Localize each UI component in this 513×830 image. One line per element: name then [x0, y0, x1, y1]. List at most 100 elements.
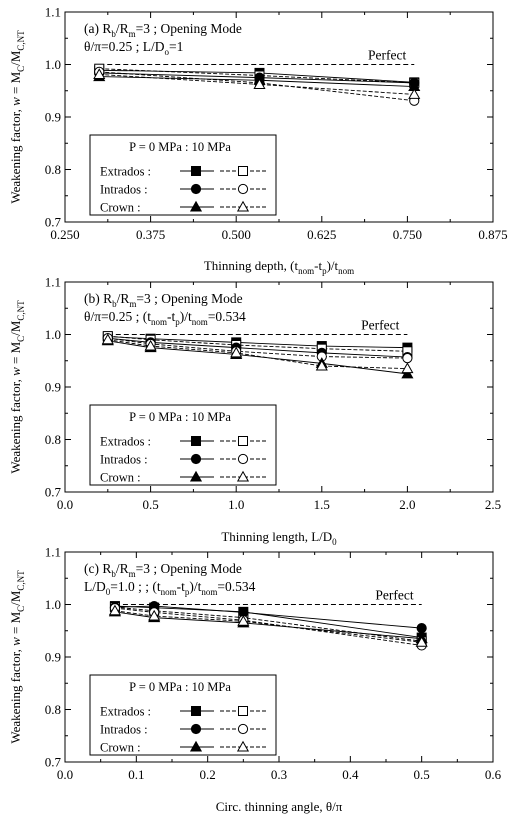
x-tick-label: 0.0 [57, 767, 73, 782]
data-point [402, 353, 413, 364]
panel-title-line: θ/π=0.25 ; L/Do=1 [84, 39, 183, 57]
legend-marker-filled [189, 200, 203, 212]
data-point [315, 359, 328, 371]
panel-title-line-part: m [129, 299, 136, 309]
panel-title-line-part: nom [151, 317, 167, 327]
y-axis-label-part: = M [8, 611, 23, 637]
legend-header: P = 0 MPa : 10 MPa [129, 410, 231, 424]
chart-panel-b: 0.7 0.8 0.9 1.0 1.1 0.0 0.5 1.0 1.5 2.0 2.5 Thinnin… [8, 275, 501, 548]
legend-marker-filled [191, 706, 201, 716]
series-crown-p10 [108, 604, 428, 647]
x-axis-label-part: Thinning depth, (t [204, 258, 299, 273]
data-point [148, 609, 161, 621]
y-axis-label-part: /M [8, 590, 23, 606]
x-axis-label-part: 0 [332, 537, 337, 547]
x-tick-label: 0.1 [128, 767, 144, 782]
panel-title-line-part: nom [201, 587, 217, 597]
panel-title-line: (a) Rb/Rm=3 ; Opening Mode [84, 21, 242, 39]
y-axis-label-part: w [8, 97, 23, 106]
x-tick-label: 1.5 [314, 497, 330, 512]
panel-title-line-part: b [111, 29, 116, 39]
panel-title-line-part: =1.0 ; ; (t [110, 579, 161, 594]
series-line [114, 607, 422, 646]
legend-marker-open [237, 723, 249, 735]
legend-marker-filled [190, 183, 202, 195]
chart-panel-c: 0.7 0.8 0.9 1.0 1.1 0.0 0.1 0.2 0.3 0.4 0.5 0.6 Circ… [8, 545, 502, 815]
legend-marker-open [238, 436, 248, 446]
y-tick-label: 0.9 [45, 380, 61, 395]
series-crown-p10 [93, 68, 421, 99]
x-tick-label: 0.4 [342, 767, 359, 782]
x-tick-label: 0.2 [200, 767, 216, 782]
series-line [114, 610, 422, 643]
legend-label: Crown : [100, 201, 141, 215]
panel-title-line: (b) Rb/Rm=3 ; Opening Mode [84, 291, 243, 309]
panel-title-line-part: θ/π=0.25 ; L/D [84, 39, 165, 54]
panel-title-line-part: =0.534 [208, 309, 246, 324]
panel-title-line-part: b [111, 569, 116, 579]
panel-title-line-part: )/t [189, 579, 201, 594]
data-point [230, 346, 243, 358]
panel-title-line-part: θ/π=0.25 ; (t [84, 309, 151, 324]
y-tick-label: 0.9 [45, 650, 61, 665]
legend-label: Extrados : [100, 165, 151, 179]
legend-marker-filled [191, 166, 201, 176]
legend-marker-filled [191, 436, 201, 446]
chart-panel-a: 0.7 0.8 0.9 1.0 1.1 0.250 0.375 0.500 0.625 0.750… [8, 5, 508, 277]
data-point [237, 615, 250, 626]
panel-title-line-part: /R [116, 21, 129, 36]
data-point [144, 339, 157, 351]
panel-title-line-part: m [129, 569, 136, 579]
panel-title-line-part: =3 ; Opening Mode [136, 291, 242, 306]
legend-label: Extrados : [100, 705, 151, 719]
x-tick-label: 0.5 [142, 497, 158, 512]
y-axis-label-part: C,NT [16, 300, 26, 321]
panel-title-line: (c) Rb/Rm=3 ; Opening Mode [84, 561, 242, 579]
x-axis-label: Circ. thinning angle, θ/π [216, 799, 343, 814]
x-axis-label: Thinning depth, (tnom-tp)/tnom [204, 258, 354, 276]
legend-header: P = 0 MPa : 10 MPa [129, 140, 231, 154]
y-axis-label-part: Weakening factor, [8, 376, 23, 474]
legend-label: Crown : [100, 471, 141, 485]
data-point [253, 78, 266, 89]
panel-title-line: L/D0=1.0 ; ; (tnom-tp)/tnom=0.534 [84, 579, 256, 597]
x-axis-label: Thinning length, L/D0 [221, 529, 337, 547]
y-tick-label: 0.9 [45, 110, 61, 125]
x-axis-label-part: nom [298, 266, 314, 276]
panel-title-line-part: b [112, 299, 117, 309]
y-axis-label: Weakening factor, w = MC/MC,NT [8, 30, 26, 204]
series-crown-p10 [101, 333, 414, 374]
data-point [401, 362, 414, 374]
data-point [101, 333, 114, 345]
series-line [114, 606, 422, 642]
legend-header: P = 0 MPa : 10 MPa [129, 680, 231, 694]
x-tick-label: 0.6 [485, 767, 502, 782]
panel-title-line: θ/π=0.25 ; (tnom-tp)/tnom=0.534 [84, 309, 246, 327]
y-tick-label: 1.1 [45, 275, 61, 290]
y-axis-label-part: = M [8, 71, 23, 97]
panel-title-line-part: p [175, 317, 180, 327]
y-tick-label: 1.1 [45, 545, 61, 560]
y-axis-label-part: C [16, 66, 26, 72]
legend-marker-open [238, 706, 248, 716]
x-axis-label-part: nom [338, 266, 354, 276]
y-tick-label: 0.8 [45, 702, 61, 717]
legend-marker-filled [190, 723, 202, 735]
panel-title-line-part: =1 [169, 39, 183, 54]
y-axis-label-part: Weakening factor, [8, 646, 23, 744]
legend-label: Intrados : [100, 453, 148, 467]
panel-title-line-part: nom [161, 587, 177, 597]
legend: P = 0 MPa : 10 MPa Extrados : Intrados : Cr… [89, 674, 277, 756]
panel-title-line-part: =0.534 [217, 579, 255, 594]
legend-marker-open [236, 740, 250, 752]
legend-marker-open [237, 183, 249, 195]
x-axis-label-part: p [322, 266, 327, 276]
series-line [114, 611, 422, 640]
x-tick-label: 0.375 [136, 227, 165, 242]
panel-title-line-part: (b) R [84, 291, 112, 306]
y-tick-label: 1.0 [45, 57, 61, 72]
data-point [416, 623, 427, 634]
legend-label: Extrados : [100, 435, 151, 449]
perfect-label: Perfect [368, 48, 406, 63]
